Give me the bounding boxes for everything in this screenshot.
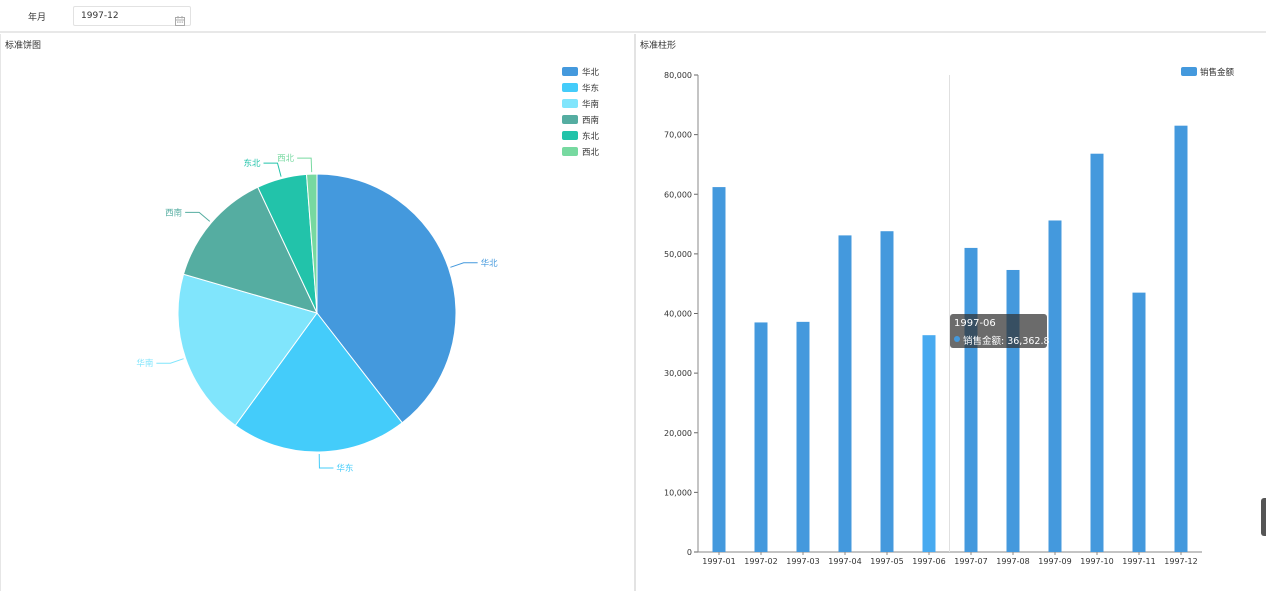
x-tick-label-0: 1997-01 bbox=[702, 557, 735, 566]
x-tick-label-10: 1997-11 bbox=[1122, 557, 1155, 566]
pie-slice-1[interactable] bbox=[316, 173, 457, 424]
calendar-icon[interactable] bbox=[175, 11, 185, 30]
tooltip-series-dot bbox=[954, 336, 960, 342]
x-tick-label-6: 1997-07 bbox=[954, 557, 987, 566]
bar-1997-06[interactable] bbox=[922, 335, 936, 552]
pie-leader-line-4 bbox=[185, 211, 211, 222]
x-tick-label-4: 1997-05 bbox=[870, 557, 903, 566]
pie-legend-swatch-6[interactable] bbox=[562, 147, 578, 156]
x-tick-label-9: 1997-10 bbox=[1080, 557, 1113, 566]
bar-1997-05[interactable] bbox=[880, 231, 894, 552]
bar-chart-title: 标准柱形 bbox=[640, 41, 677, 51]
bar-1997-09[interactable] bbox=[1048, 220, 1062, 553]
side-panel-handle[interactable] bbox=[1261, 498, 1266, 536]
pie-slice-label-6: 西北 bbox=[277, 154, 295, 164]
y-tick-label-8: 80,000 bbox=[664, 71, 692, 80]
bar-1997-10[interactable] bbox=[1090, 153, 1104, 552]
year-month-label: 年月 bbox=[28, 13, 47, 23]
x-tick-label-1: 1997-02 bbox=[744, 557, 777, 566]
y-tick-label-7: 70,000 bbox=[664, 131, 692, 140]
x-tick-label-8: 1997-09 bbox=[1038, 557, 1071, 566]
pie-slice-2[interactable] bbox=[234, 312, 403, 453]
pie-slice-label-3: 华南 bbox=[136, 358, 153, 369]
tooltip-value: 销售金额: 36,362.8 bbox=[963, 336, 1050, 347]
bar-1997-01[interactable] bbox=[712, 187, 726, 552]
pie-legend-label-1[interactable]: 华北 bbox=[582, 67, 600, 78]
pie-legend-swatch-2[interactable] bbox=[562, 83, 578, 92]
x-tick-label-5: 1997-06 bbox=[912, 557, 945, 566]
x-tick-label-3: 1997-04 bbox=[828, 557, 861, 566]
pie-leader-line-6 bbox=[297, 157, 313, 173]
pie-slice-label-1: 华北 bbox=[481, 258, 499, 269]
pie-leader-line-2 bbox=[318, 453, 334, 469]
y-tick-label-4: 40,000 bbox=[664, 310, 692, 319]
tooltip-title: 1997-06 bbox=[954, 318, 996, 329]
pie-chart-title: 标准饼图 bbox=[5, 41, 42, 51]
pie-chart-panel: 标准饼图 华北 华东 华南 西南 东北 西北 华北 华东 华南 西南 东北 西北 bbox=[0, 34, 632, 591]
year-month-picker[interactable]: 1997-12 bbox=[73, 6, 191, 26]
bar-1997-02[interactable] bbox=[754, 322, 768, 552]
x-tick-label-7: 1997-08 bbox=[996, 557, 1029, 566]
pie-legend-swatch-3[interactable] bbox=[562, 99, 578, 108]
filter-toolbar: 年月 1997-12 bbox=[0, 0, 1266, 33]
y-tick-label-3: 30,000 bbox=[664, 369, 692, 378]
pie-leader-line-5 bbox=[263, 162, 282, 177]
x-tick-label-11: 1997-12 bbox=[1164, 557, 1197, 566]
pie-legend-swatch-4[interactable] bbox=[562, 115, 578, 124]
bar-tooltip: 1997-06 销售金额: 36,362.8 bbox=[950, 314, 1050, 348]
pie-legend-swatch-1[interactable] bbox=[562, 67, 578, 76]
pie-legend-label-2[interactable]: 华东 bbox=[582, 83, 599, 94]
pie-leader-line-3 bbox=[156, 358, 184, 364]
pie-legend-label-5[interactable]: 东北 bbox=[582, 131, 600, 142]
pie-slice-3[interactable] bbox=[177, 273, 318, 427]
bar-legend-swatch[interactable] bbox=[1181, 67, 1197, 76]
pie-legend-label-6[interactable]: 西北 bbox=[582, 148, 600, 158]
pie-slice-label-4: 西南 bbox=[165, 207, 182, 218]
pie-legend-swatch-5[interactable] bbox=[562, 131, 578, 140]
x-tick-label-2: 1997-03 bbox=[786, 557, 819, 566]
bar-1997-03[interactable] bbox=[796, 321, 810, 552]
y-tick-label-5: 50,000 bbox=[664, 250, 692, 259]
y-tick-label-6: 60,000 bbox=[664, 190, 692, 199]
bar-chart: 0 10,000 20,000 30,000 40,000 50,000 60,000 70,… bbox=[664, 67, 1235, 566]
pie-slice-4[interactable] bbox=[182, 186, 318, 314]
pie-slice-label-2: 华东 bbox=[336, 463, 353, 474]
y-tick-label-1: 10,000 bbox=[664, 488, 692, 497]
y-tick-label-0: 0 bbox=[687, 548, 692, 557]
bar-legend-label[interactable]: 销售金额 bbox=[1200, 67, 1235, 78]
bar-1997-04[interactable] bbox=[838, 235, 852, 553]
pie-slice-6[interactable] bbox=[305, 173, 318, 314]
bar-1997-11[interactable] bbox=[1132, 292, 1146, 552]
y-tick-label-2: 20,000 bbox=[664, 429, 692, 438]
bar-1997-07[interactable] bbox=[964, 247, 978, 552]
pie-slice-label-5: 东北 bbox=[243, 158, 261, 169]
year-month-value: 1997-12 bbox=[81, 11, 119, 21]
bar-1997-12[interactable] bbox=[1174, 125, 1188, 553]
pie-leader-line-1 bbox=[450, 262, 478, 268]
pie-legend-label-3[interactable]: 华南 bbox=[582, 99, 599, 110]
pie-legend-label-4[interactable]: 西南 bbox=[582, 115, 599, 126]
bar-1997-08[interactable] bbox=[1006, 269, 1020, 552]
